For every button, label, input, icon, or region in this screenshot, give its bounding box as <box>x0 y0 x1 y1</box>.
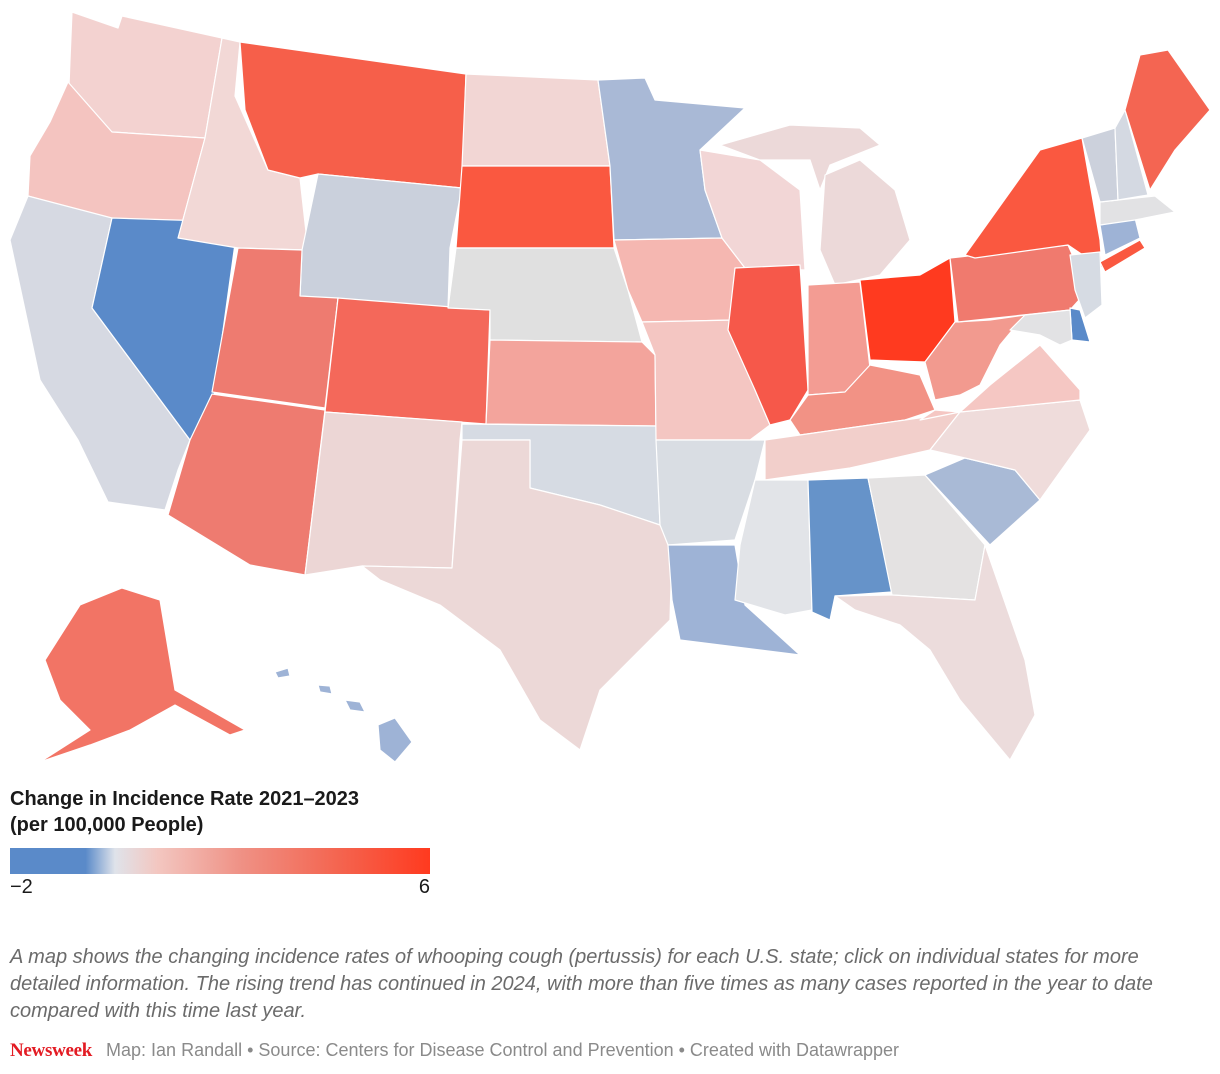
state-co[interactable] <box>324 297 491 425</box>
state-mt[interactable] <box>239 41 467 189</box>
state-nh[interactable] <box>1114 109 1149 201</box>
legend-title-line1: Change in Incidence Rate 2021–2023 <box>10 788 360 810</box>
state-hi[interactable] <box>274 667 413 763</box>
state-me[interactable] <box>1124 49 1211 191</box>
state-tx[interactable] <box>361 439 673 751</box>
state-va[interactable] <box>919 344 1081 421</box>
state-il[interactable] <box>727 264 809 426</box>
state-nm[interactable] <box>304 411 463 576</box>
legend-labels: −2 6 <box>10 876 430 902</box>
state-az[interactable] <box>167 393 326 576</box>
state-ak[interactable] <box>39 587 246 763</box>
legend-title-line2: (per 100,000 People) <box>10 814 204 836</box>
legend-color-scale <box>10 848 430 874</box>
state-sd[interactable] <box>455 165 615 249</box>
map-svg <box>9 11 1211 763</box>
newsweek-logo[interactable]: Newsweek <box>10 1040 93 1061</box>
footer: Newsweek Map: Ian Randall • Source: Cent… <box>10 1040 899 1062</box>
state-la[interactable] <box>667 544 801 656</box>
state-md[interactable] <box>1009 309 1073 346</box>
state-ny[interactable] <box>964 137 1103 269</box>
state-id[interactable] <box>177 37 309 251</box>
legend-min-label: −2 <box>10 876 33 898</box>
legend-max-label: 6 <box>418 876 430 898</box>
state-mi-lp[interactable] <box>819 159 911 286</box>
state-ks[interactable] <box>485 339 657 427</box>
state-wy[interactable] <box>299 173 463 309</box>
map-description: A map shows the changing incidence rates… <box>10 946 1153 1022</box>
state-ma[interactable] <box>1099 195 1176 226</box>
state-nd[interactable] <box>461 73 611 167</box>
state-nj[interactable] <box>1069 251 1103 319</box>
footer-credits: Map: Ian Randall • Source: Centers for D… <box>106 1040 900 1060</box>
us-choropleth-map <box>9 11 1211 763</box>
legend: Change in Incidence Rate 2021–2023 (per … <box>10 786 440 902</box>
legend-title: Change in Incidence Rate 2021–2023 (per … <box>10 786 440 838</box>
state-fl[interactable] <box>834 544 1036 761</box>
state-ny-li[interactable] <box>1099 239 1146 273</box>
